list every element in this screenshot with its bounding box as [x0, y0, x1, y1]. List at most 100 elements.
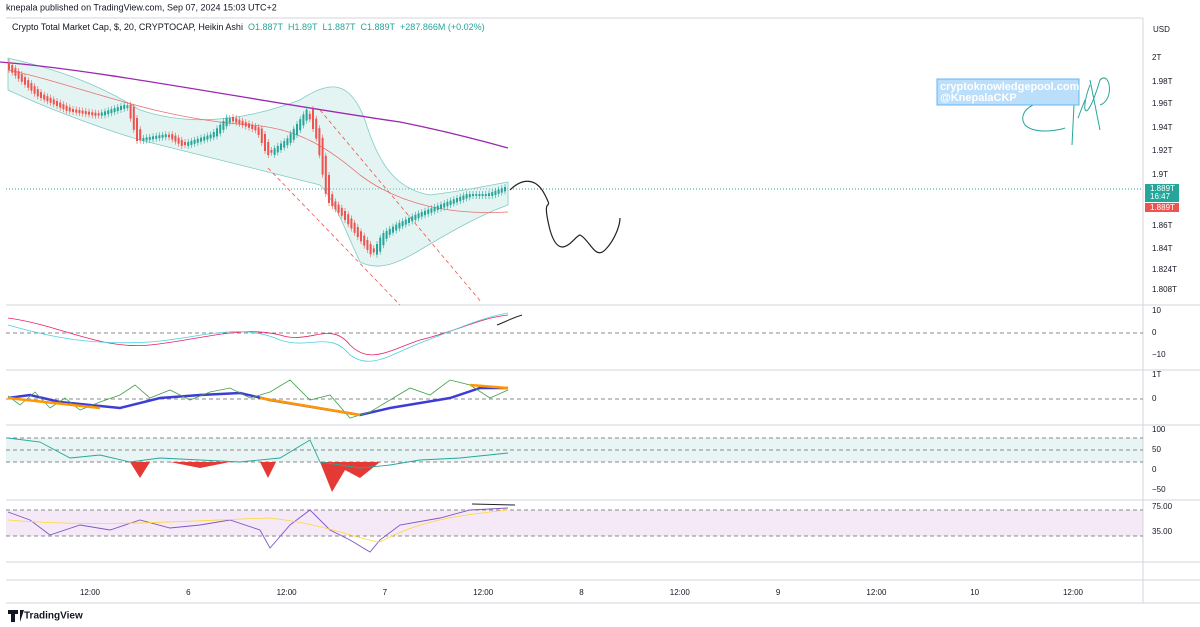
candle-body: [312, 109, 314, 129]
candle-body: [27, 80, 30, 88]
candle-body: [139, 129, 142, 141]
level-lines: [6, 509, 1143, 537]
indicator-line: [7, 314, 509, 356]
candle-body: [203, 136, 206, 141]
watermark-handle: @KnepalaCKP: [940, 92, 1017, 104]
candle-body: [235, 118, 238, 123]
candle-body: [283, 141, 286, 148]
indicator-line: [7, 312, 509, 362]
candle-body: [152, 136, 154, 140]
candle-body: [468, 194, 471, 198]
candle-body: [318, 128, 321, 156]
candle-body: [324, 155, 327, 194]
legend-symbol: Crypto Total Market Cap, $, 20, CRYPTOCA…: [12, 22, 243, 32]
candle-body: [481, 194, 484, 196]
candle-body: [302, 114, 305, 126]
candle-body: [248, 123, 250, 128]
legend-value: C1.889T: [361, 22, 396, 32]
candle-body: [52, 99, 55, 105]
band: [6, 510, 1143, 536]
candle-body: [145, 137, 148, 141]
candle-body: [33, 86, 36, 94]
candle-body: [206, 135, 209, 140]
candle-body: [273, 148, 276, 155]
candle-body: [107, 110, 110, 115]
candle-body: [212, 131, 215, 138]
time-axis-label: 9: [776, 588, 781, 597]
candle-body: [286, 138, 289, 146]
candle-body: [452, 199, 455, 204]
indicator-line: [7, 437, 509, 469]
candle-body: [270, 150, 273, 153]
candle-body: [126, 105, 129, 108]
candle-body: [356, 227, 359, 238]
candle-body: [62, 104, 65, 110]
candle-body: [440, 204, 442, 209]
candle-body: [379, 237, 382, 252]
candle-body: [436, 205, 439, 211]
candle-body: [136, 118, 138, 141]
time-axis-label: 12:00: [473, 588, 494, 597]
signature: [1022, 77, 1110, 146]
candle-body: [401, 221, 404, 227]
candle-body: [408, 218, 410, 223]
candle-body: [209, 134, 212, 139]
candle-body: [331, 194, 334, 207]
candle-body: [388, 228, 391, 235]
pane-axis-label: −50: [1152, 485, 1166, 494]
candle-body: [289, 133, 292, 143]
candle-body: [344, 211, 346, 220]
candle-body: [168, 134, 170, 138]
candle-body: [81, 110, 84, 114]
candle-body: [299, 119, 302, 131]
candle-body: [46, 96, 49, 102]
pane-axis-label: 35.00: [1152, 527, 1173, 536]
candle-body: [222, 121, 225, 130]
candle-body: [353, 222, 356, 233]
candle-body: [497, 189, 500, 194]
legend: Crypto Total Market Cap, $, 20, CRYPTOCA…: [12, 22, 485, 32]
hand-drawing: [509, 180, 621, 254]
candle-body: [264, 134, 266, 151]
candle-body: [132, 106, 135, 130]
candle-body: [443, 203, 446, 208]
candle-body: [484, 194, 487, 196]
candle-body: [433, 206, 436, 212]
candle-body: [40, 92, 42, 98]
candle-body: [14, 68, 17, 76]
candle-body: [36, 89, 39, 97]
pane-axis-label: 100: [1152, 425, 1166, 434]
candle-body: [446, 201, 449, 207]
candle-body: [267, 142, 270, 156]
candle-body: [424, 210, 426, 216]
candle-body: [414, 214, 417, 220]
candle-body: [113, 108, 116, 113]
candle-body: [395, 224, 398, 231]
prev-tag: [1145, 203, 1179, 212]
candle-body: [504, 187, 506, 192]
candle-body: [65, 105, 68, 111]
candle-body: [398, 222, 401, 229]
price-axis-label: 1.84T: [1152, 244, 1173, 253]
indicator-line: [7, 509, 509, 543]
hand-drawing: [471, 503, 516, 506]
candle-body: [305, 109, 308, 121]
candle-body: [17, 71, 20, 79]
candle-body: [177, 137, 180, 144]
candles: [8, 59, 506, 258]
candle-body: [296, 124, 298, 135]
price-axis-label: 1.86T: [1152, 221, 1173, 230]
candle-body: [123, 104, 126, 109]
footer-brand: TradingView: [24, 611, 83, 622]
indicator-line: [7, 383, 509, 417]
candle-body: [347, 214, 350, 225]
candle-body: [420, 212, 423, 217]
candle-body: [97, 113, 100, 116]
candle-body: [376, 244, 378, 255]
prev-tag-price: 1.889T: [1150, 203, 1175, 212]
pane-axis-label: −10: [1152, 350, 1166, 359]
candle-body: [366, 239, 369, 250]
indicator-line: [7, 507, 509, 553]
candle-body: [116, 107, 119, 112]
hand-drawing: [496, 314, 523, 326]
